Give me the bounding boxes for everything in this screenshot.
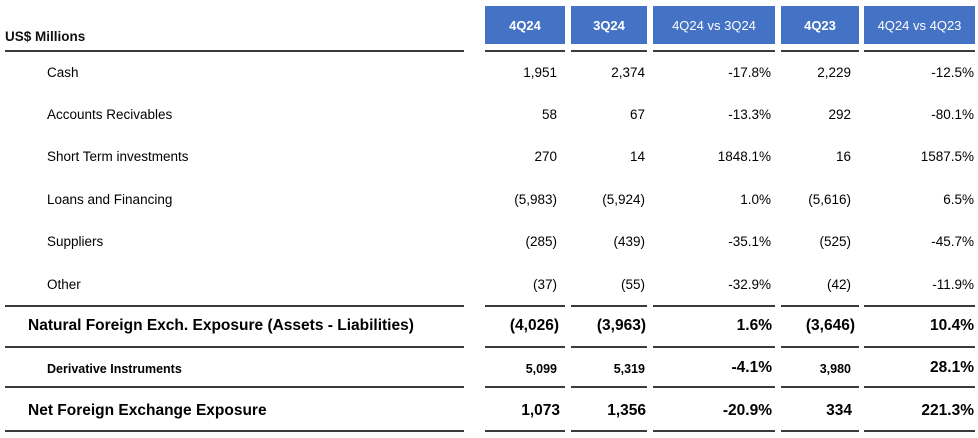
section-rule xyxy=(5,430,464,432)
section-rule xyxy=(653,430,775,432)
row-label: Derivative Instruments xyxy=(47,362,182,376)
col-header-4q24-vs-4q23: 4Q24 vs 4Q23 xyxy=(864,6,975,44)
value-4q24-vs-4q23: 1587.5% xyxy=(920,149,974,164)
unit-label: US$ Millions xyxy=(5,29,86,44)
col-header-4q24-vs-3q24: 4Q24 vs 3Q24 xyxy=(653,6,775,44)
section-rule xyxy=(571,386,647,388)
value-4q23: 292 xyxy=(828,107,851,122)
section-rule xyxy=(485,430,565,432)
col-header-4q23: 4Q23 xyxy=(781,6,859,44)
value-4q24: (285) xyxy=(525,234,557,249)
col-header-3q24: 3Q24 xyxy=(571,6,647,44)
section-rule xyxy=(5,305,464,307)
row-label: Natural Foreign Exch. Exposure (Assets -… xyxy=(28,317,414,334)
section-rule xyxy=(485,386,565,388)
value-4q24-vs-4q23: 6.5% xyxy=(943,192,974,207)
value-4q24-vs-3q24: 1848.1% xyxy=(717,149,771,164)
value-4q24-vs-3q24: -17.8% xyxy=(728,65,771,80)
value-4q24-vs-3q24: -20.9% xyxy=(722,402,772,419)
header-rule xyxy=(485,50,565,52)
value-4q24: (5,983) xyxy=(514,192,557,207)
value-4q23: 16 xyxy=(835,149,851,164)
value-4q24: 1,073 xyxy=(521,402,560,419)
row-label: Short Term investments xyxy=(47,149,189,164)
value-4q24-vs-3q24: -32.9% xyxy=(728,277,771,292)
value-4q23: (3,646) xyxy=(805,317,855,334)
row-label: Suppliers xyxy=(47,234,104,249)
header-rule xyxy=(864,50,975,52)
value-4q24-vs-3q24: 1.6% xyxy=(736,317,772,334)
value-4q23: (42) xyxy=(826,277,851,292)
col-header-4q24: 4Q24 xyxy=(485,6,565,44)
value-4q24: 58 xyxy=(541,107,557,122)
value-4q24-vs-4q23: 10.4% xyxy=(930,317,974,334)
header-rule xyxy=(781,50,859,52)
row-label: Net Foreign Exchange Exposure xyxy=(28,402,267,419)
section-rule xyxy=(653,305,775,307)
value-3q24: (55) xyxy=(620,277,645,292)
value-4q24-vs-4q23: -12.5% xyxy=(931,65,974,80)
value-4q24: (4,026) xyxy=(509,317,559,334)
section-rule xyxy=(781,305,859,307)
value-4q24: 1,951 xyxy=(523,65,557,80)
section-rule xyxy=(781,430,859,432)
value-4q24-vs-3q24: 1.0% xyxy=(740,192,771,207)
section-rule xyxy=(571,430,647,432)
value-3q24: 5,319 xyxy=(613,362,645,376)
header-rule xyxy=(571,50,647,52)
header-rule xyxy=(653,50,775,52)
row-label: Cash xyxy=(47,65,79,80)
section-rule xyxy=(571,305,647,307)
value-4q24-vs-4q23: 221.3% xyxy=(921,402,974,419)
section-rule xyxy=(864,346,975,348)
section-rule xyxy=(653,386,775,388)
value-4q24-vs-3q24: -4.1% xyxy=(731,359,773,376)
value-4q24-vs-4q23: -80.1% xyxy=(931,107,974,122)
section-rule xyxy=(653,346,775,348)
row-label: Loans and Financing xyxy=(47,192,173,207)
value-3q24: (3,963) xyxy=(596,317,646,334)
value-4q23: (5,616) xyxy=(808,192,851,207)
value-4q24: 5,099 xyxy=(525,362,557,376)
value-4q24-vs-4q23: 28.1% xyxy=(930,359,974,376)
value-3q24: (5,924) xyxy=(602,192,645,207)
value-4q24: (37) xyxy=(532,277,557,292)
section-rule xyxy=(571,346,647,348)
value-4q23: (525) xyxy=(819,234,851,249)
row-label: Accounts Recivables xyxy=(47,107,173,122)
section-rule xyxy=(864,430,975,432)
section-rule xyxy=(781,346,859,348)
section-rule xyxy=(485,305,565,307)
section-rule xyxy=(781,386,859,388)
section-rule xyxy=(5,346,464,348)
value-4q24-vs-4q23: -11.9% xyxy=(932,277,974,292)
value-4q23: 3,980 xyxy=(819,362,851,376)
section-rule xyxy=(5,386,464,388)
value-4q23: 2,229 xyxy=(817,65,851,80)
section-rule xyxy=(485,346,565,348)
value-3q24: 1,356 xyxy=(607,402,646,419)
value-4q24-vs-3q24: -13.3% xyxy=(728,107,771,122)
value-4q24: 270 xyxy=(534,149,557,164)
row-label: Other xyxy=(47,277,81,292)
value-3q24: (439) xyxy=(613,234,645,249)
value-3q24: 67 xyxy=(629,107,645,122)
section-rule xyxy=(864,386,975,388)
value-4q24-vs-3q24: -35.1% xyxy=(728,234,771,249)
value-4q24-vs-4q23: -45.7% xyxy=(931,234,974,249)
value-3q24: 2,374 xyxy=(611,65,645,80)
section-rule xyxy=(864,305,975,307)
header-rule xyxy=(5,50,464,52)
value-3q24: 14 xyxy=(629,149,645,164)
value-4q23: 334 xyxy=(826,402,852,419)
